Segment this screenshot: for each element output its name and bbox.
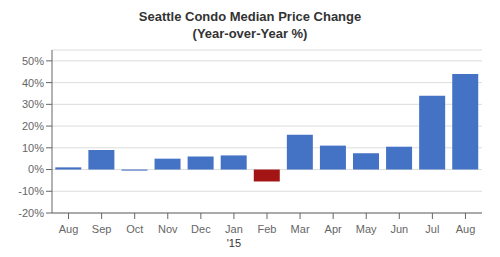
svg-text:Feb: Feb (258, 223, 277, 235)
svg-text:-20%: -20% (18, 207, 44, 219)
html-text:(Year-over-Year %): (Year-over-Year %) (192, 26, 308, 41)
svg-text:Jan: Jan (225, 223, 243, 235)
svg-text:Nov: Nov (158, 223, 178, 235)
svg-text:-10%: -10% (18, 185, 44, 197)
svg-text:Mar: Mar (291, 223, 310, 235)
svg-text:Jul: Jul (425, 223, 439, 235)
svg-text:'15: '15 (227, 237, 241, 247)
svg-text:May: May (356, 223, 377, 235)
svg-text:20%: 20% (22, 120, 44, 132)
svg-text:Dec: Dec (191, 223, 211, 235)
svg-text:Aug: Aug (59, 223, 79, 235)
svg-text:10%: 10% (22, 142, 44, 154)
svg-text:30%: 30% (22, 98, 44, 110)
svg-text:Apr: Apr (325, 223, 342, 235)
svg-text:Sep: Sep (92, 223, 112, 235)
svg-text:Jun: Jun (390, 223, 408, 235)
svg-text:Aug: Aug (456, 223, 476, 235)
svg-text:Oct: Oct (126, 223, 143, 235)
svg-text:0%: 0% (28, 163, 44, 175)
svg-text:40%: 40% (22, 77, 44, 89)
svg-text:50%: 50% (22, 55, 44, 67)
html-text:Seattle Condo Median Price Cha: Seattle Condo Median Price Change (138, 9, 362, 24)
